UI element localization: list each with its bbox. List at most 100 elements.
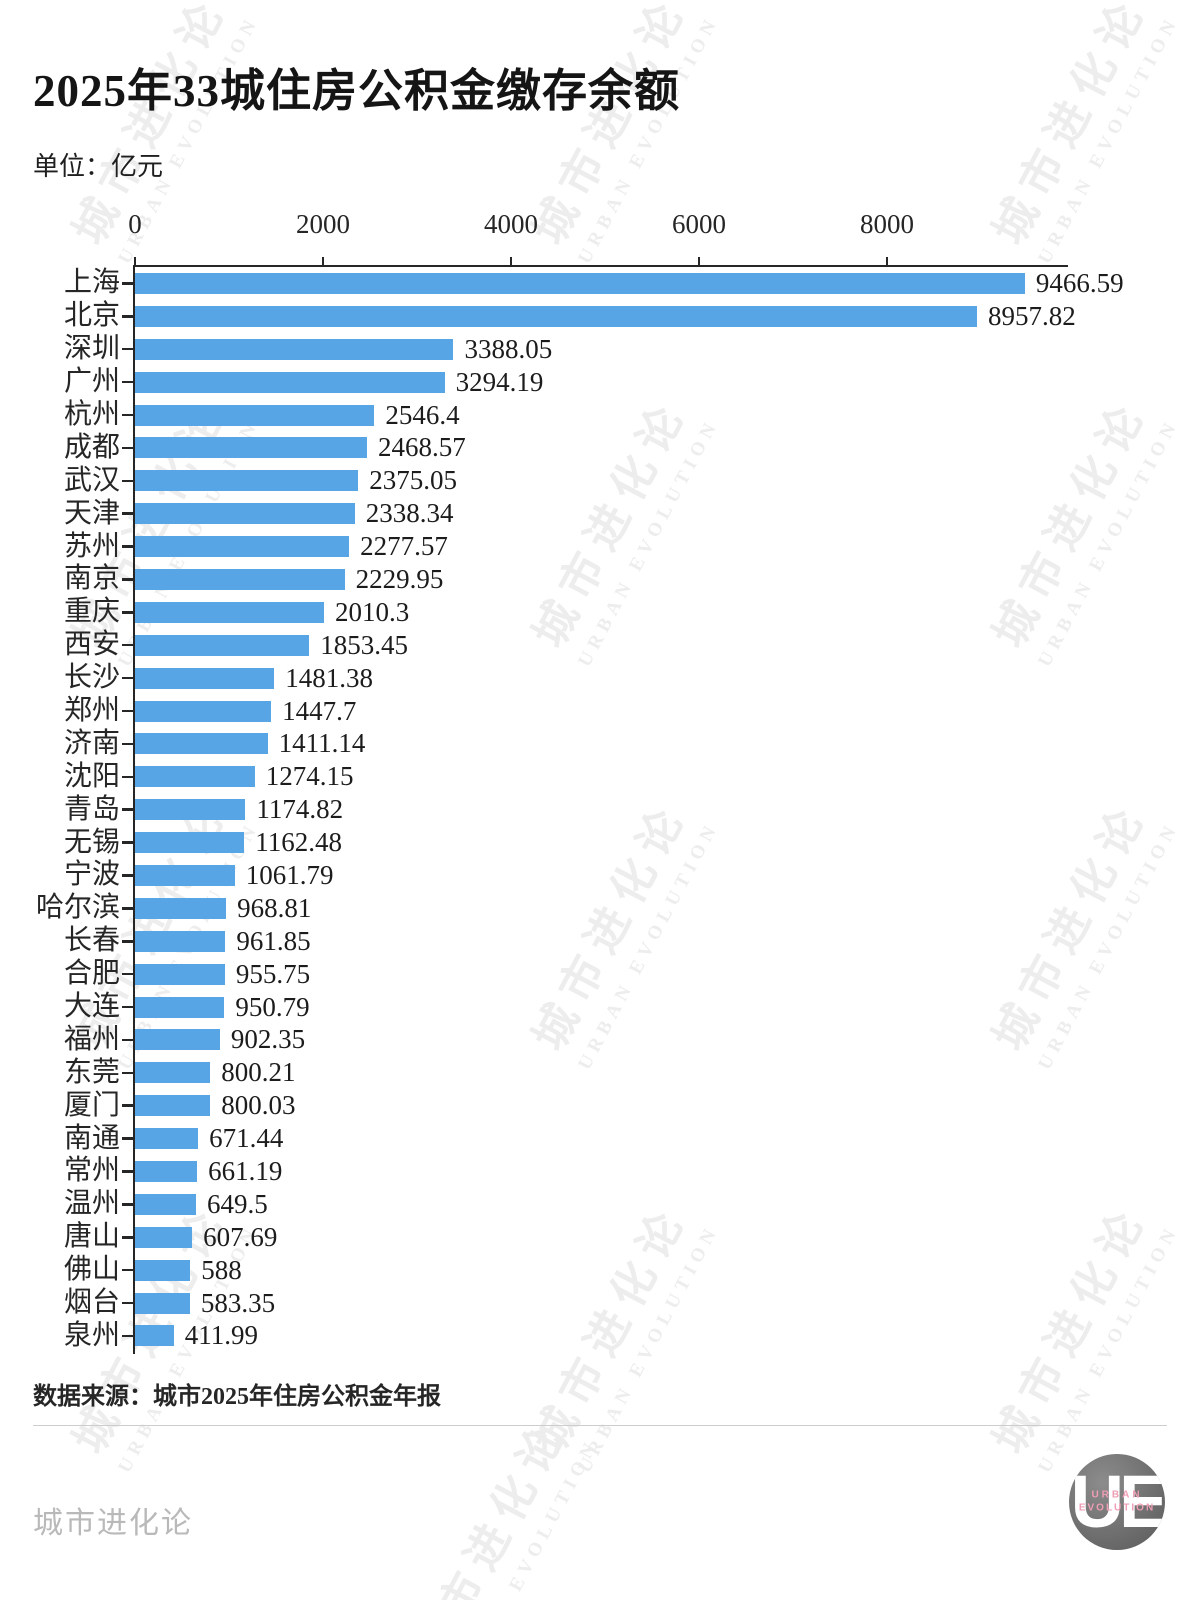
y-tick-mark [120,479,135,483]
bar-row: 佛山 588 [0,1254,1200,1287]
value-label: 2010.3 [334,596,410,627]
bar [135,667,275,689]
y-tick-mark [120,643,135,647]
bar [135,305,978,327]
bar [135,1193,197,1215]
value-label: 902.35 [230,1024,306,1055]
y-tick-mark [120,1005,135,1009]
city-label: 佛山 [63,1254,120,1286]
bar [135,601,324,623]
bar-row: 东莞 800.21 [0,1056,1200,1089]
value-label: 671.44 [209,1123,284,1154]
value-label: 3388.05 [464,333,553,364]
y-tick-mark [120,1301,135,1305]
x-tick-mark [698,257,700,267]
bar-row: 苏州 2277.57 [0,530,1200,563]
y-tick-mark [120,512,135,515]
city-label: 重庆 [63,596,120,628]
city-label: 北京 [63,300,120,332]
value-label: 1411.14 [278,728,366,759]
x-tick-mark [322,257,324,267]
bar-row: 哈尔滨 968.81 [0,892,1200,925]
logo-caption-line2: EVOLUTION [1078,1502,1156,1514]
y-tick-mark [120,907,135,910]
bar-row: 重庆 2010.3 [0,596,1200,629]
value-label: 800.21 [221,1057,296,1088]
city-label: 广州 [63,366,120,398]
x-tick-label: 2000 [296,209,350,239]
bar-row: 泉州 411.99 [0,1320,1200,1353]
bar-row: 成都 2468.57 [0,431,1200,464]
bar [135,338,454,360]
y-tick-mark [120,1268,135,1272]
bar [135,766,255,788]
y-tick-mark [120,940,135,943]
bar-row: 杭州 2546.4 [0,399,1200,432]
unit-label: 单位：亿元 [33,152,164,181]
value-label: 1061.79 [245,859,334,890]
city-label: 泉州 [63,1319,120,1351]
city-label: 天津 [63,497,120,529]
bar-row: 厦门 800.03 [0,1089,1200,1122]
bar [135,864,235,886]
value-label: 583.35 [200,1287,276,1318]
bar [135,568,345,590]
value-label: 1162.48 [255,827,343,858]
bar [135,832,245,854]
x-tick-label: 6000 [672,209,726,239]
bar-row: 常州 661.19 [0,1155,1200,1188]
y-tick-mark [120,1071,135,1075]
logo-caption: URBAN EVOLUTION [1069,1490,1165,1514]
page-title: 2025年33城住房公积金缴存余额 [33,66,681,116]
y-tick-mark [120,874,135,877]
city-label: 长春 [63,925,120,957]
bar [135,930,226,952]
y-tick-mark [120,1038,135,1042]
city-label: 福州 [63,1023,120,1055]
bar [135,700,272,722]
y-tick-mark [120,676,135,680]
bar-row: 郑州 1447.7 [0,695,1200,728]
city-label: 郑州 [63,695,120,727]
x-axis-line [135,265,1068,267]
city-label: 武汉 [63,464,120,496]
bar-row: 长春 961.85 [0,925,1200,958]
y-axis-line [133,265,135,1354]
bar [135,470,359,492]
bar [135,897,227,919]
city-label: 温州 [63,1188,120,1220]
bar [135,1062,211,1084]
y-tick-mark [120,1334,135,1338]
logo-caption-line1: URBAN [1091,1489,1143,1501]
value-label: 607.69 [203,1221,278,1252]
bar-chart: 0 2000 4000 6000 8000 上海 9466.59 北京 8957.82 深圳 33… [0,209,1200,1354]
y-tick-mark [120,808,135,811]
value-label: 2468.57 [378,432,466,463]
bar [135,1259,191,1281]
y-tick-mark [120,1170,135,1173]
bar [135,963,225,985]
city-label: 长沙 [63,662,120,694]
city-label: 沈阳 [63,760,120,792]
value-label: 1481.38 [285,662,373,693]
bar-row: 大连 950.79 [0,991,1200,1024]
bar-row: 宁波 1061.79 [0,859,1200,892]
bar [135,503,355,525]
city-label: 济南 [63,727,120,759]
value-label: 2338.34 [365,498,454,529]
value-label: 588 [201,1254,242,1285]
x-tick-mark [886,257,888,267]
value-label: 961.85 [236,925,311,956]
city-label: 常州 [63,1155,120,1187]
logo-letters: UE [1070,1460,1165,1543]
value-label: 1853.45 [320,629,408,660]
bar-row: 广州 3294.19 [0,366,1200,399]
bar [135,634,310,656]
bar-row: 济南 1411.14 [0,727,1200,760]
y-tick-mark [120,775,135,779]
bar [135,1029,220,1051]
x-tick-mark [134,257,136,267]
bar-row: 深圳 3388.05 [0,333,1200,366]
bar-row: 南京 2229.95 [0,563,1200,596]
